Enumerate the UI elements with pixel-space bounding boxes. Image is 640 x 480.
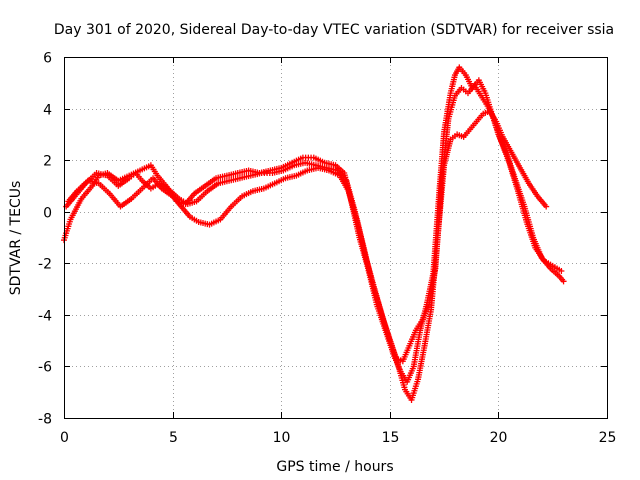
series-track-3 [65,108,550,403]
x-tick-label: 20 [490,430,508,446]
y-tick-label: -6 [38,360,52,376]
y-tick-label: 6 [43,51,52,67]
series-track-2 [63,82,565,365]
data-point [560,278,567,285]
axis-ticks: 0 5 10 15 20 25 -8 -6 -4 -2 0 2 4 6 [38,51,616,447]
chart-title: Day 301 of 2020, Sidereal Day-to-day VTE… [54,22,614,38]
y-tick-label: -4 [38,309,52,325]
x-tick-label: 0 [60,430,69,446]
plot-frame [64,57,608,419]
x-axis-label: GPS time / hours [276,459,393,475]
x-tick-label: 10 [273,430,291,446]
x-tick-label: 5 [169,430,178,446]
data-point [543,203,550,210]
y-tick-label: 0 [43,206,52,222]
grid [64,57,608,419]
y-tick-label: 4 [43,103,52,119]
y-axis-label: SDTVAR / TECUs [8,181,24,296]
data-points [61,64,567,403]
y-tick-label: -8 [38,412,52,428]
data-point [558,268,565,275]
x-tick-label: 25 [599,430,617,446]
x-tick-label: 15 [382,430,400,446]
y-tick-label: 2 [43,154,52,170]
y-tick-label: -2 [38,257,52,273]
